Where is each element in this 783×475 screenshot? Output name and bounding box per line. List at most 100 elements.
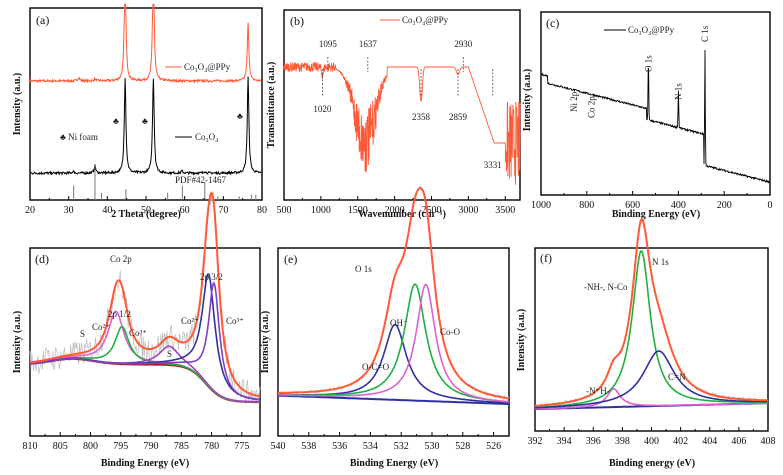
- ni-foam-marker: ♣: [142, 116, 148, 126]
- x-axis-label-e: Binding Energy (eV): [350, 458, 438, 469]
- x-tick-label: 526: [486, 441, 501, 452]
- x-axis-label-f: Binding energy (eV): [609, 458, 695, 469]
- peak-label: 1020: [313, 104, 332, 114]
- x-axis-label-d: Binding Energy (eV): [101, 458, 189, 469]
- x-tick-label: 392: [528, 436, 543, 447]
- x-tick-label: 800: [83, 441, 98, 452]
- series-line-co3o4-ppy: [29, 3, 262, 84]
- x-tick-label: 1000: [311, 205, 331, 216]
- chart-title-e: O 1s: [355, 264, 372, 274]
- x-tick-label: 1500: [348, 205, 368, 216]
- annotation-co2-b: Co²⁺: [181, 316, 199, 326]
- peak-label: N 1s: [673, 83, 683, 100]
- annotation-2p32: 2p 3/2: [200, 272, 223, 282]
- fit-component-line: [534, 350, 768, 409]
- chart-title-f: N 1s: [652, 257, 669, 267]
- panel-a: 20 30 40 50 60 70 80 (a) Co₃O₄@PPy Co₃O₄ ♣ Ni …: [12, 3, 267, 220]
- x-tick-label: 600: [625, 200, 640, 211]
- annotation-co3-a: Co³⁺: [129, 328, 147, 338]
- x-tick-label: 398: [615, 436, 630, 447]
- series-line-co3o4: [29, 76, 262, 176]
- panel-b: 500 1000 1500 2000 2500 3000 3500 (b) Co₃O₄@PP…: [266, 9, 521, 220]
- x-tick-label: 396: [586, 436, 601, 447]
- x-tick-label: 0: [768, 200, 773, 211]
- y-axis-label-b: Transmittance (a.u.): [266, 62, 277, 149]
- y-axis-label-e: Intensity (a.u.): [260, 311, 271, 374]
- pdf-reference-label: PDF#42-1467: [175, 175, 227, 185]
- x-axis-label-c: Binding Energy (eV): [612, 209, 700, 220]
- x-tick-label: 500: [277, 205, 292, 216]
- envelope-fit-line: [278, 187, 510, 400]
- x-tick-label: 530: [425, 441, 440, 452]
- annotation-2p12: 2p 1/2: [108, 309, 131, 319]
- x-tick-label: 810: [23, 441, 38, 452]
- legend-label-co3o4-ppy: Co₃O₄@PPy: [184, 62, 231, 72]
- peak-label: 1095: [319, 39, 338, 49]
- x-tick-label: 404: [702, 436, 717, 447]
- x-tick-label: 80: [257, 205, 267, 216]
- ni-foam-marker: ♣: [237, 111, 243, 121]
- x-tick-label: 2000: [385, 205, 405, 216]
- x-tick-label: 408: [761, 436, 776, 447]
- x-tick-label: 780: [204, 441, 219, 452]
- x-tick-label: 394: [557, 436, 572, 447]
- x-axis-label-b: Wavenumber (cm⁻¹): [358, 209, 446, 220]
- x-tick-label: 2500: [422, 205, 442, 216]
- panel-label-c: (c): [546, 16, 559, 30]
- panel-label-a: (a): [36, 13, 49, 27]
- peak-label: 2859: [449, 112, 468, 122]
- x-tick-label: 538: [301, 441, 316, 452]
- panel-e: 540 538 536 534 532 530 528 526 (e) O 1s OH⁻ O-…: [260, 185, 510, 469]
- annotation-oh: OH⁻: [390, 318, 408, 328]
- legend-label-co3o4: Co₃O₄: [195, 132, 218, 142]
- x-tick-label: 3500: [495, 205, 515, 216]
- annotation-satellite: S: [80, 329, 85, 339]
- x-tick-label: 406: [731, 436, 746, 447]
- x-tick-label: 1000: [531, 200, 551, 211]
- plot-frame-e: [277, 247, 510, 437]
- peak-label: O 1s: [643, 55, 653, 72]
- annotation-oco: O-C=O: [362, 362, 390, 372]
- x-tick-label: 30: [64, 205, 74, 216]
- annotation-satellite: S: [167, 349, 172, 359]
- panel-label-b: (b): [290, 14, 304, 28]
- panel-label-e: (e): [284, 252, 297, 266]
- x-tick-label: 540: [271, 441, 286, 452]
- x-tick-label: 795: [113, 441, 128, 452]
- x-tick-label: 536: [332, 441, 347, 452]
- legend-label-c: Co₃O₄@PPy: [628, 25, 675, 35]
- x-tick-label: 60: [180, 205, 190, 216]
- peak-label: Ni 2p: [569, 91, 579, 112]
- panel-label-d: (d): [35, 252, 49, 266]
- x-tick-label: 528: [455, 441, 470, 452]
- peak-label: 2930: [454, 39, 473, 49]
- annotation-coo: Co-O: [440, 327, 461, 337]
- fit-component-line: [30, 281, 261, 401]
- x-tick-label: 775: [234, 441, 249, 452]
- legend-label-b: Co₃O₄@PPy: [402, 15, 449, 25]
- panel-c: 1000 800 600 400 200 0 (c) Co₃O₄@PPy Ni 2p Co …: [522, 11, 773, 220]
- fit-component-line: [278, 283, 510, 403]
- background-line: [278, 394, 509, 405]
- x-tick-label: 400: [671, 200, 686, 211]
- y-axis-label-f: Intensity (a.u.): [516, 309, 527, 372]
- panel-d: 810 805 800 795 790 785 780 775 (d) Co 2p 2p 1/…: [12, 191, 261, 469]
- x-tick-label: 200: [717, 200, 732, 211]
- x-tick-label: 805: [53, 441, 68, 452]
- series-line-survey: [540, 49, 771, 184]
- x-axis-label-a: 2 Theta (degree): [111, 209, 181, 220]
- x-tick-label: 20: [25, 205, 35, 216]
- y-axis-label-c: Intensity (a.u.): [522, 69, 533, 132]
- panel-f: 392 394 396 398 400 402 404 406 408 (f) N 1s -NH…: [516, 218, 776, 469]
- annotation-cn: C=N: [668, 372, 686, 382]
- x-tick-label: 785: [174, 441, 189, 452]
- y-axis-label-d: Intensity (a.u.): [12, 311, 23, 374]
- ni-foam-label: ♣ Ni foam: [60, 132, 98, 142]
- x-tick-label: 50: [141, 205, 151, 216]
- envelope-fit-line: [29, 191, 261, 398]
- annotation-co3-b: Co³⁺: [226, 316, 244, 326]
- chart-title-d: Co 2p: [110, 254, 132, 264]
- panel-label-f: (f): [540, 251, 552, 265]
- peak-label: 3331: [484, 160, 502, 170]
- peak-label: C 1s: [700, 25, 710, 42]
